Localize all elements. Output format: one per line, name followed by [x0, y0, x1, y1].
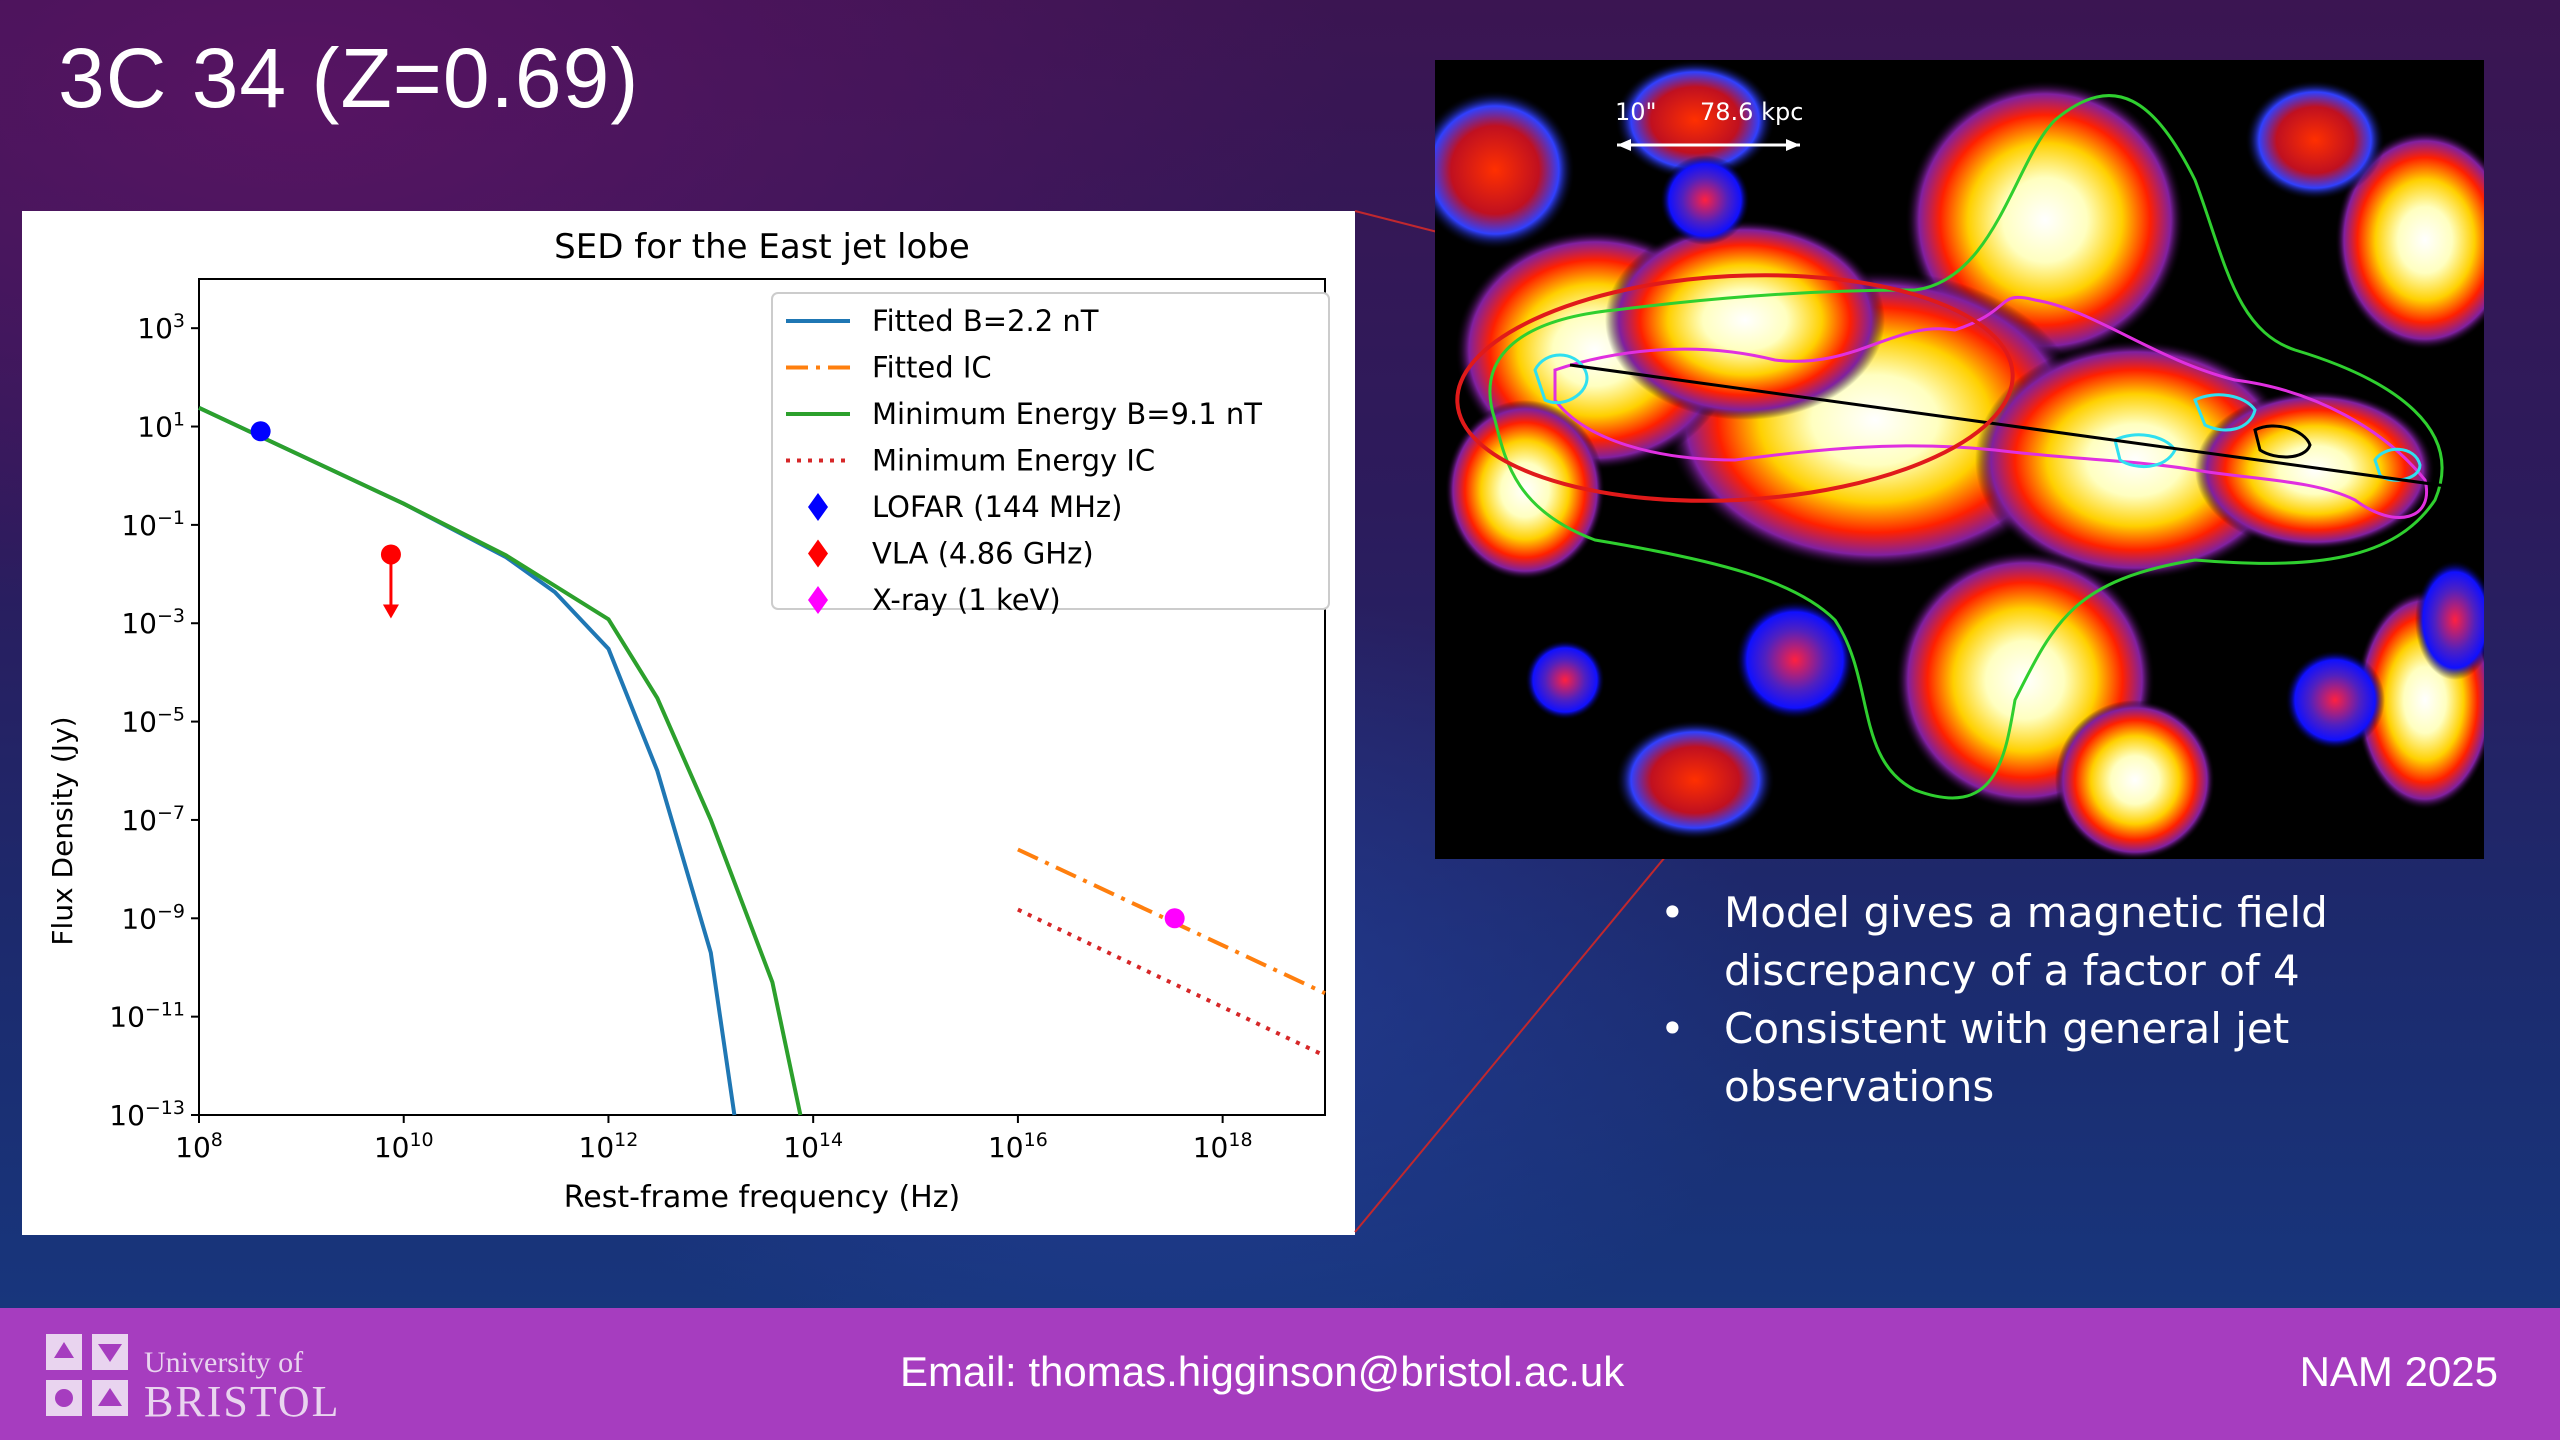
data-point: [1164, 908, 1185, 929]
y-tick-label: 101: [137, 409, 185, 444]
university-wordmark-bottom: BRISTOL: [144, 1377, 341, 1426]
scale-label-angular: 10": [1615, 98, 1657, 126]
bullet-text: Model gives a magnetic field discrepancy…: [1724, 888, 2328, 995]
y-tick-label: 10−7: [121, 802, 185, 837]
legend-label: Fitted B=2.2 nT: [872, 304, 1099, 338]
chart-ylabel: Flux Density (Jy): [46, 716, 79, 945]
sed-chart-panel: SED for the East jet lobe Flux Density (…: [22, 211, 1355, 1235]
university-logo: University of BRISTOL: [40, 1328, 360, 1426]
chart-axes: 108 1010 1012 1014 1016 1018 103 101 10−1 10−3 10−…: [109, 278, 1326, 1164]
x-tick-label: 1016: [988, 1129, 1048, 1164]
bullet-dot: •: [1660, 888, 1685, 937]
contact-email[interactable]: Email: thomas.higginson@bristol.ac.uk: [900, 1348, 1625, 1395]
scale-arrow-right: [1786, 139, 1800, 151]
legend-swatch-point: [808, 493, 828, 521]
bullet-item: • Consistent with general jet observatio…: [1660, 1000, 2460, 1116]
series-line: [1017, 907, 1326, 1058]
slide-title: 3C 34 (Z=0.69): [58, 31, 640, 125]
xray-heatmap: [1435, 60, 2484, 859]
scale-arrow-left: [1617, 139, 1631, 151]
x-tick-label: 1018: [1193, 1129, 1253, 1164]
jet-axis-line: [1569, 363, 2476, 492]
chart-points-group: [250, 421, 1185, 929]
y-tick-label: 10−9: [121, 900, 185, 935]
legend-label: X-ray (1 keV): [872, 583, 1061, 617]
legend-label: Fitted IC: [872, 351, 992, 385]
data-point: [250, 421, 271, 442]
bullet-item: • Model gives a magnetic field discrepan…: [1660, 884, 2460, 1000]
legend-label: VLA (4.86 GHz): [872, 537, 1094, 571]
chart-title: SED for the East jet lobe: [554, 227, 970, 267]
y-tick-label: 10−13: [109, 1097, 185, 1132]
series-line: [198, 405, 803, 1116]
black-contour: [2253, 424, 2312, 459]
data-point: [380, 544, 401, 565]
scale-label-physical: 78.6 kpc: [1700, 98, 1804, 126]
y-tick-label: 10−11: [109, 999, 185, 1034]
lobe-selection-ellipse: [1455, 273, 2015, 503]
chart-legend: Fitted B=2.2 nT Fitted IC Minimum Energy B…: [771, 292, 1330, 617]
y-tick-label: 10−3: [121, 605, 185, 640]
bullet-list: • Model gives a magnetic field discrepan…: [1660, 884, 2460, 1116]
xray-radio-image: 10" 78.6 kpc: [1435, 60, 2484, 859]
x-tick-label: 1014: [783, 1129, 843, 1164]
y-tick-label: 10−5: [121, 704, 185, 739]
magenta-contour: [1553, 295, 2428, 519]
x-tick-label: 1012: [579, 1129, 639, 1164]
legend-label: LOFAR (144 MHz): [872, 490, 1122, 524]
green-contour: [1488, 94, 2444, 800]
x-tick-label: 108: [175, 1129, 223, 1164]
bristol-crest-icon: [46, 1334, 128, 1416]
legend-label: Minimum Energy IC: [872, 444, 1155, 478]
footer-bar: University of BRISTOL Email: thomas.higg…: [0, 1308, 2560, 1440]
x-tick-label: 1010: [374, 1129, 434, 1164]
bullet-text: Consistent with general jet observations: [1724, 1004, 2290, 1111]
legend-label: Minimum Energy B=9.1 nT: [872, 397, 1262, 431]
legend-frame: [771, 292, 1330, 610]
cyan-contour-4: [2193, 393, 2257, 432]
sed-chart: SED for the East jet lobe Flux Density (…: [46, 227, 1330, 1215]
chart-xlabel: Rest-frame frequency (Hz): [564, 1180, 960, 1215]
legend-swatch-point: [808, 586, 828, 614]
y-tick-label: 10−1: [121, 507, 185, 542]
legend-swatch-point: [808, 539, 828, 568]
plot-frame: [198, 278, 1326, 1116]
y-tick-label: 103: [137, 310, 185, 345]
conference-label: NAM 2025: [2299, 1348, 2498, 1395]
university-wordmark-top: University of: [144, 1346, 304, 1379]
cyan-contour-1: [1533, 353, 1589, 405]
bullet-dot: •: [1660, 1004, 1685, 1053]
upper-limit-head: [382, 604, 399, 619]
